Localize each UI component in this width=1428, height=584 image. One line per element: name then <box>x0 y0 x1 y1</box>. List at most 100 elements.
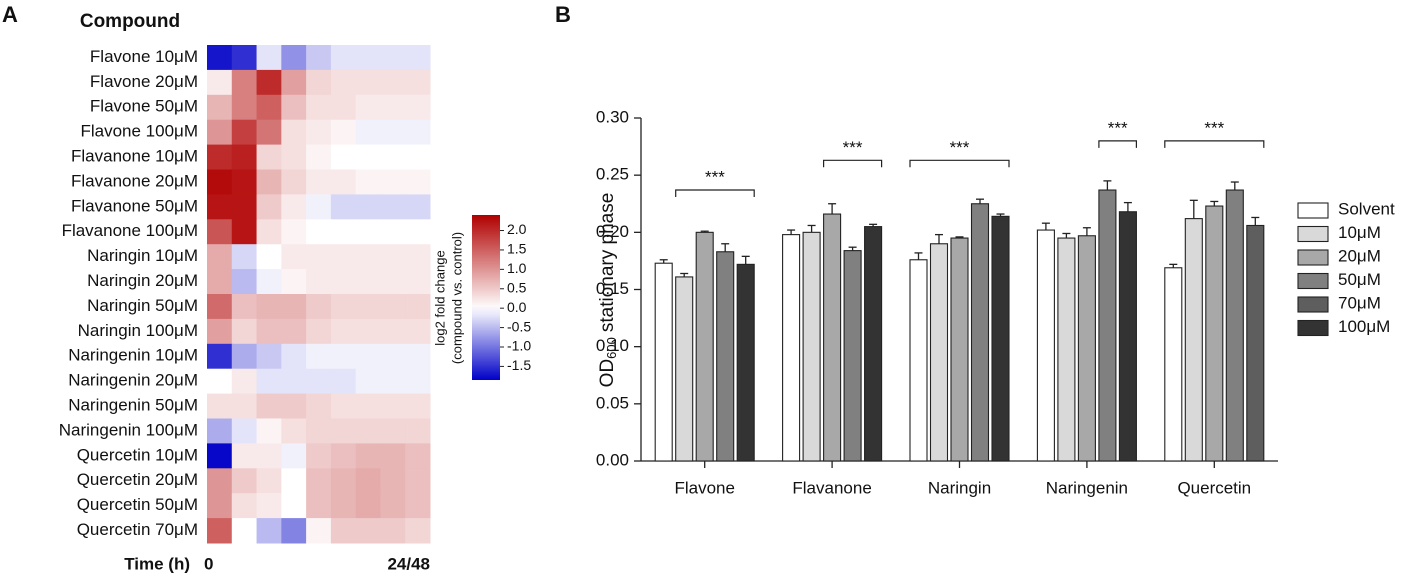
heat-cell <box>231 418 258 444</box>
significance-bracket <box>675 189 755 198</box>
heat-cell <box>405 518 431 544</box>
bar <box>1036 229 1055 462</box>
heat-cell <box>380 468 406 494</box>
heat-cell <box>256 493 282 519</box>
heat-cell <box>231 269 258 295</box>
heat-cell <box>256 244 282 270</box>
heat-cell <box>355 318 381 345</box>
heat-cell <box>256 418 282 444</box>
heat-cell <box>256 169 282 195</box>
heat-cell <box>330 244 357 270</box>
heat-cell <box>281 343 307 370</box>
x-label: 0 <box>204 554 213 573</box>
heat-cell <box>355 45 381 71</box>
heat-cell <box>355 144 381 170</box>
heat-cell <box>355 368 381 395</box>
bar <box>950 237 969 462</box>
legend-swatch <box>1297 272 1329 290</box>
y-tick-label: 0.15 <box>596 279 629 298</box>
heat-cell <box>355 69 381 96</box>
row-label: Flavanone 20μM <box>71 171 198 190</box>
heat-cell <box>256 318 282 345</box>
row-label: Naringin 20μM <box>87 271 198 290</box>
heat-cell <box>281 318 307 345</box>
y-tick-label: 0.20 <box>596 222 629 241</box>
heat-cell <box>355 468 381 494</box>
heat-cell <box>207 144 233 170</box>
colorbar-tick-label: 0.0 <box>507 299 527 315</box>
heat-cell <box>330 119 357 146</box>
bar <box>654 262 673 462</box>
y-tick-label: 0.10 <box>596 336 629 355</box>
heat-cell <box>231 368 258 395</box>
heat-cell <box>355 518 381 544</box>
legend-swatch <box>1297 319 1329 337</box>
colorbar-tick-label: -0.5 <box>507 318 531 334</box>
heat-cell <box>380 69 406 96</box>
row-label: Naringenin 20μM <box>68 371 198 390</box>
heat-cell <box>231 393 258 419</box>
row-title: Compound <box>80 11 180 32</box>
heat-cell <box>207 443 233 469</box>
heat-cell <box>380 169 406 195</box>
heat-cell <box>207 343 233 370</box>
heat-cell <box>306 119 332 146</box>
heat-cell <box>207 318 233 345</box>
heat-cell <box>231 518 258 544</box>
heat-cell <box>256 119 282 146</box>
heat-cell <box>405 119 431 146</box>
heat-cell <box>330 343 357 370</box>
heat-cell <box>355 244 381 270</box>
bar <box>909 259 928 462</box>
heat-cell <box>306 393 332 419</box>
heat-cell <box>306 318 332 345</box>
row-label: Quercetin 20μM <box>77 470 198 489</box>
heat-cell <box>380 518 406 544</box>
heat-cell <box>207 45 233 71</box>
heat-cell <box>330 318 357 345</box>
heat-cell <box>380 244 406 270</box>
heat-cell <box>281 194 307 220</box>
bar <box>1098 189 1117 462</box>
heat-cell <box>256 144 282 170</box>
heat-cell <box>281 368 307 395</box>
significance-bracket <box>1164 140 1265 148</box>
heat-cell <box>231 45 258 71</box>
heat-cell <box>355 294 381 320</box>
heat-cell <box>355 194 381 220</box>
row-label: Flavone 50μM <box>90 97 198 116</box>
heat-cell <box>380 269 406 295</box>
significance-bracket <box>1098 140 1137 148</box>
colorbar-tick-label: 1.5 <box>507 241 527 257</box>
heat-cell <box>330 443 357 469</box>
heat-cell <box>306 69 332 96</box>
heat-cell <box>256 219 282 245</box>
bar <box>970 203 990 462</box>
heat-cell <box>405 269 431 295</box>
heat-cell <box>207 219 233 245</box>
heat-cell <box>405 194 431 220</box>
x-tick-label: Quercetin <box>1177 478 1251 497</box>
heat-cell <box>380 119 406 146</box>
heat-cell <box>231 343 258 370</box>
heat-cell <box>207 244 233 270</box>
heat-cell <box>281 219 307 245</box>
heat-cell <box>306 418 332 444</box>
heat-cell <box>380 144 406 170</box>
heat-cell <box>207 368 233 395</box>
heat-cell <box>281 169 307 195</box>
heat-cell <box>256 294 282 320</box>
legend-label: Solvent <box>1338 199 1395 218</box>
significance-label: *** <box>843 138 863 157</box>
y-tick-label: 0.30 <box>596 107 629 126</box>
y-axis-label: OD600 stationary phase <box>597 193 619 388</box>
heat-cell <box>231 69 258 96</box>
heat-cell <box>281 518 307 544</box>
heat-cell <box>306 144 332 170</box>
heat-cell <box>405 94 431 121</box>
heat-cell <box>405 294 431 320</box>
x-tick-label: Flavone <box>674 478 734 497</box>
heat-cell <box>405 69 431 96</box>
heat-cell <box>231 443 258 469</box>
heat-cell <box>330 518 357 544</box>
